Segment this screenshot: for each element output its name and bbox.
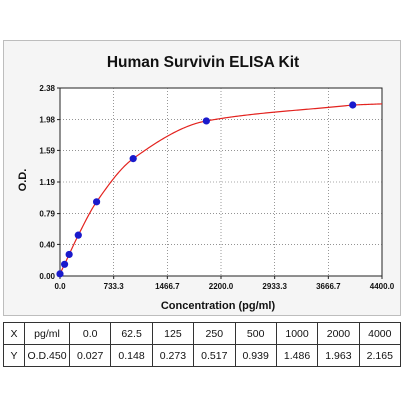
table-cell: pg/ml: [24, 322, 70, 345]
table-cell: 250: [193, 322, 236, 345]
x-tick-label: 2933.3: [262, 282, 287, 291]
data-point: [60, 260, 69, 268]
table-cell: 0.0: [68, 322, 112, 345]
table-cell: 0.148: [110, 344, 153, 367]
table-cell: 0.027: [68, 344, 112, 367]
tick-labels: 0.0 733.3 1466.7 2200.0 2933.3 3666.7 4400.0 0.…: [39, 84, 394, 291]
x-tick-label: 4400.0: [370, 282, 395, 291]
table-cell: Y: [3, 344, 25, 367]
x-tick-label: 733.3: [104, 282, 125, 291]
table-cell: 1000: [275, 322, 319, 345]
x-tick-label: 3666.7: [316, 282, 341, 291]
table-cell: 0.517: [193, 344, 236, 367]
table-cell: 1.486: [275, 344, 319, 367]
table-cell: X: [3, 322, 25, 345]
elisa-standard-curve-chart: Human Survivin ELISA Kit Concentration (…: [17, 54, 395, 312]
table-cell: 2000: [317, 322, 360, 345]
table-cell: 125: [151, 322, 195, 345]
y-tick-label: 1.98: [39, 116, 55, 125]
table-cell: 2.165: [358, 344, 402, 367]
x-tick-label: 1466.7: [155, 282, 180, 291]
y-tick-label: 2.38: [39, 84, 55, 93]
table-cell: 0.939: [234, 344, 277, 367]
x-tick-label: 0.0: [54, 282, 66, 291]
table-cell: 0.273: [151, 344, 195, 367]
data-point: [65, 250, 73, 259]
table-cell: 62.5: [110, 322, 153, 345]
x-axis-label: Concentration (pg/ml): [161, 300, 276, 312]
y-tick-label: 0.79: [39, 210, 55, 219]
data-point: [56, 270, 64, 278]
data-point: [129, 155, 137, 163]
y-axis-label: O.D.: [17, 169, 29, 192]
data-point: [92, 198, 101, 206]
fit-line: [59, 103, 383, 275]
table-cell: 4000: [358, 322, 402, 345]
table-cell: 500: [234, 322, 277, 345]
table-cell: 1.963: [317, 344, 360, 367]
chart-title: Human Survivin ELISA Kit: [107, 54, 299, 71]
data-point: [349, 101, 357, 109]
y-tick-label: 0.00: [39, 272, 55, 281]
data-point: [74, 231, 82, 239]
table-cell: O.D.450: [24, 344, 70, 367]
grid: [57, 87, 383, 279]
y-tick-label: 1.59: [39, 146, 55, 155]
y-tick-label: 1.19: [39, 178, 55, 187]
data-point: [202, 117, 210, 125]
x-tick-label: 2200.0: [209, 282, 234, 291]
data-points: [56, 101, 357, 278]
table-row: Y O.D.450 0.027 0.148 0.273 0.517 0.939 1.486 1.…: [3, 344, 402, 367]
fitted-curve: [59, 103, 383, 275]
y-tick-label: 0.40: [39, 240, 55, 249]
